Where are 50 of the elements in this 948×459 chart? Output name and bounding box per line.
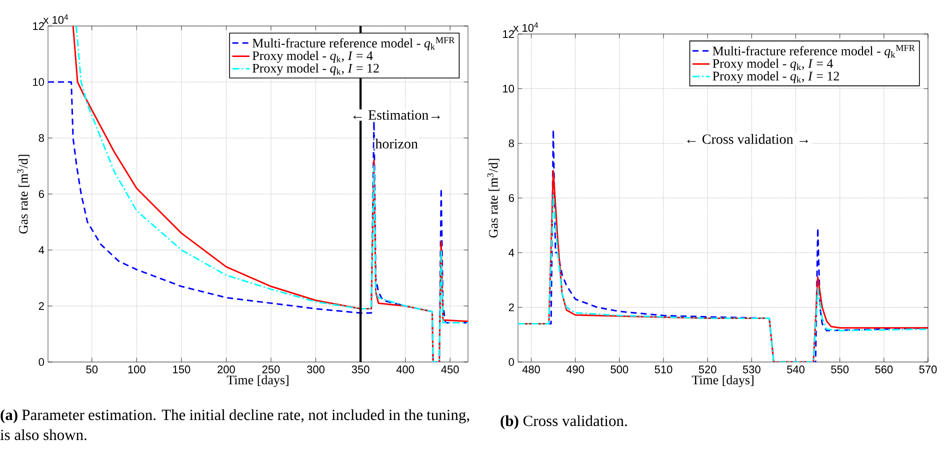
x-tick-label: 480	[522, 366, 540, 374]
annotation: ← Cross validation →	[687, 134, 808, 144]
y-tick-label: 10	[503, 84, 514, 93]
annotation: horizon	[375, 138, 418, 149]
x-tick-label: 500	[610, 366, 628, 374]
y-tick-label: 2	[38, 302, 44, 310]
legend-label: Proxy model - q$_{k}$, I = 12	[252, 63, 379, 76]
text: x 10$^{4}$	[43, 14, 68, 24]
x-tick-label: 350	[352, 366, 370, 374]
legend-label: Proxy model - q$_{k}$, I = 4	[712, 58, 833, 71]
x-tick-label: 530	[742, 366, 760, 374]
x-tick-label: 550	[831, 366, 849, 374]
x-tick-label: 300	[307, 366, 324, 374]
y-tick-label: 12	[33, 22, 44, 30]
x-tick-label: 490	[566, 366, 584, 374]
y-tick-label: 0	[38, 358, 44, 366]
y-tick-label: 4	[508, 248, 514, 256]
x-tick-label: 200	[218, 366, 235, 374]
text: (b) Cross validation.	[500, 415, 627, 430]
y-tick-label: 6	[508, 194, 514, 202]
x-tick-label: 450	[441, 366, 459, 374]
y-tick-label: 4	[38, 246, 44, 254]
y-tick-label: 8	[38, 134, 44, 142]
x-tick-label: 400	[396, 366, 414, 374]
x-tick-label: 540	[787, 366, 804, 374]
x-tick-label: 510	[654, 366, 672, 374]
y-tick-label: 10	[33, 78, 44, 86]
y-tick-label: 8	[508, 139, 514, 148]
y-tick-label: 6	[38, 190, 44, 198]
x-tick-label: 150	[173, 366, 190, 374]
legend-label: Proxy model - q$_{k}$, I = 4	[252, 50, 373, 63]
x-tick-label: 520	[698, 366, 716, 374]
annotation: ← Estimation→	[353, 110, 440, 120]
legend-label: Proxy model - q$_{k}$, I = 12	[712, 71, 839, 84]
legend-label: Multi-fracture reference model - q$_{k}$MFR	[712, 44, 915, 58]
y-axis-title: Gas rate [m$^{3}$/d]	[487, 158, 500, 238]
x-tick-label: 100	[128, 366, 146, 374]
y-axis-title: Gas rate [m$^{3}$/d]	[17, 154, 30, 234]
x-tick-label: 570	[919, 366, 937, 374]
text: (a) Parameter estimation. The initial decline rate, not included in the tuning, is also shown.	[0, 409, 470, 440]
legend-label: Multi-fracture reference model - q$_{k}$MFR	[252, 37, 455, 50]
y-tick-label: 0	[508, 358, 514, 366]
text: x 10$^{4}$	[513, 22, 538, 32]
x-tick-label: 50	[86, 366, 98, 374]
y-tick-label: 12	[503, 30, 514, 38]
x-tick-label: 250	[262, 366, 280, 374]
x-axis-title: Time [days]	[226, 375, 288, 388]
x-tick-label: 560	[875, 366, 893, 374]
y-tick-label: 2	[508, 304, 514, 312]
x-axis-title: Time [days]	[692, 375, 754, 388]
